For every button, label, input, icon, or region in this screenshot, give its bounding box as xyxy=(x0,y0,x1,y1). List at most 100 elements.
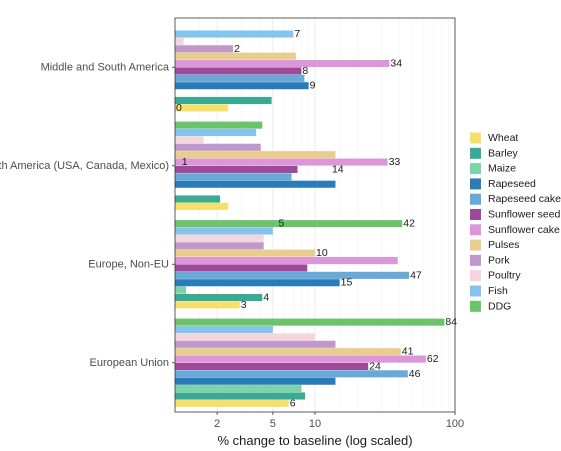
data-label: 42 xyxy=(403,218,415,230)
data-label: 3 xyxy=(241,299,247,311)
bar-barley xyxy=(175,293,263,302)
data-label: 24 xyxy=(369,360,381,372)
legend-swatch xyxy=(470,147,481,159)
bar-fish xyxy=(175,30,294,38)
category-label: European Union xyxy=(89,357,169,369)
data-label: 33 xyxy=(389,156,401,168)
legend-label: Rapeseed cake xyxy=(488,193,561,205)
legend-item: Sunflower seed xyxy=(470,209,561,221)
data-label: 9 xyxy=(310,80,316,92)
legend-label: Sunflower cake xyxy=(488,224,560,236)
data-label: 41 xyxy=(402,346,414,358)
data-labels: 7 2 34 89 0 33 1 14 5 42 10 47 15 4 3 84 41 62 24 46 6 xyxy=(176,28,457,409)
data-label: 1 xyxy=(182,156,188,168)
legend-item: Wheat xyxy=(470,132,518,144)
bar-sunflower-cake xyxy=(175,158,388,166)
legend-label: Fish xyxy=(488,285,508,297)
bar-rapeseed xyxy=(175,377,336,385)
bar-sunflower-seed xyxy=(175,362,369,370)
legend-swatch xyxy=(470,239,481,251)
category-label: Middle and South America xyxy=(41,61,170,73)
legend-label: Pulses xyxy=(488,239,520,251)
data-label: 84 xyxy=(445,316,457,328)
bar-barley xyxy=(175,392,306,400)
bar-maize xyxy=(175,286,187,294)
legend-label: Maize xyxy=(488,163,516,175)
category-label: Europe, Non-EU xyxy=(88,258,169,270)
bar-rapeseed-cake xyxy=(175,74,305,82)
data-label: 8 xyxy=(302,65,308,77)
data-label: 7 xyxy=(294,28,300,40)
legend-swatch xyxy=(470,193,481,205)
bar-pork xyxy=(175,143,261,151)
data-label: 10 xyxy=(316,247,328,259)
bar-sunflower-cake xyxy=(175,60,390,68)
bar-sunflower-cake xyxy=(175,257,398,265)
bar-pork xyxy=(175,242,264,250)
bar-poultry xyxy=(175,234,264,242)
bar-sunflower-seed xyxy=(175,264,308,272)
bar-ddg xyxy=(175,220,403,228)
bar-fish xyxy=(175,128,257,137)
bar-fish xyxy=(175,227,273,235)
legend-label: Pork xyxy=(488,254,510,266)
legend-swatch xyxy=(470,132,481,144)
bar-poultry xyxy=(175,37,184,45)
bar-rapeseed xyxy=(175,82,309,90)
bar-maize xyxy=(175,385,302,393)
x-axis: 2 5 10 100 xyxy=(214,412,464,430)
legend-label: Barley xyxy=(488,147,519,159)
bar-wheat xyxy=(175,202,229,210)
bar-fish xyxy=(175,325,273,334)
legend-item: DDG xyxy=(470,300,511,312)
data-label: 34 xyxy=(390,58,402,70)
data-label: 62 xyxy=(427,353,439,365)
bar-wheat xyxy=(175,301,240,309)
x-tick-label: 5 xyxy=(270,418,276,430)
bar-pulses xyxy=(175,348,401,356)
data-label: 15 xyxy=(341,277,353,289)
bar-barley xyxy=(175,195,221,203)
bar-rapeseed-cake xyxy=(175,271,410,279)
data-label: 47 xyxy=(410,269,422,281)
legend-label: Wheat xyxy=(488,132,518,144)
legend-swatch xyxy=(470,254,481,266)
legend-swatch xyxy=(470,178,481,190)
legend-label: Rapeseed xyxy=(488,178,536,190)
bar-sunflower-cake xyxy=(175,355,426,363)
legend-item: Maize xyxy=(470,163,516,175)
legend-swatch xyxy=(470,224,481,236)
bar-pork xyxy=(175,45,234,53)
plot-panel: 7 2 34 89 0 33 1 14 5 42 10 47 15 4 3 84 41 62 24 46 6 xyxy=(174,17,457,413)
legend-item: Pork xyxy=(470,254,510,266)
bar-wheat xyxy=(175,399,289,407)
legend-swatch xyxy=(470,163,481,175)
x-tick-label: 10 xyxy=(309,418,321,430)
legend-label: Sunflower seed xyxy=(488,209,561,221)
data-label: 5 xyxy=(279,218,285,230)
bar-pulses xyxy=(175,249,315,257)
legend-swatch xyxy=(470,270,481,282)
data-label: 0 xyxy=(176,102,182,114)
bar-ddg xyxy=(175,121,263,129)
bar-rapeseed xyxy=(175,180,336,188)
legend-swatch xyxy=(470,285,481,297)
bar-rapeseed-cake xyxy=(175,370,408,378)
legend-swatch xyxy=(470,300,481,312)
legend-label: DDG xyxy=(488,300,511,312)
legend-item: Barley xyxy=(470,147,519,159)
legend: Wheat Barley Maize Rapeseed Rapeseed cake Sun… xyxy=(470,132,561,312)
legend-item: Fish xyxy=(470,285,508,297)
bar-sunflower-seed xyxy=(175,67,302,75)
bar-pulses xyxy=(175,52,296,60)
legend-item: Pulses xyxy=(470,239,520,251)
legend-label: Poultry xyxy=(488,270,521,282)
bar-sunflower-seed xyxy=(175,165,298,173)
bar-poultry xyxy=(175,333,315,341)
bar-ddg xyxy=(175,318,445,326)
data-label: 2 xyxy=(234,43,240,55)
legend-item: Sunflower cake xyxy=(470,224,560,236)
bar-pulses xyxy=(175,151,336,159)
bar-wheat xyxy=(175,104,229,112)
bar-poultry xyxy=(175,136,204,144)
